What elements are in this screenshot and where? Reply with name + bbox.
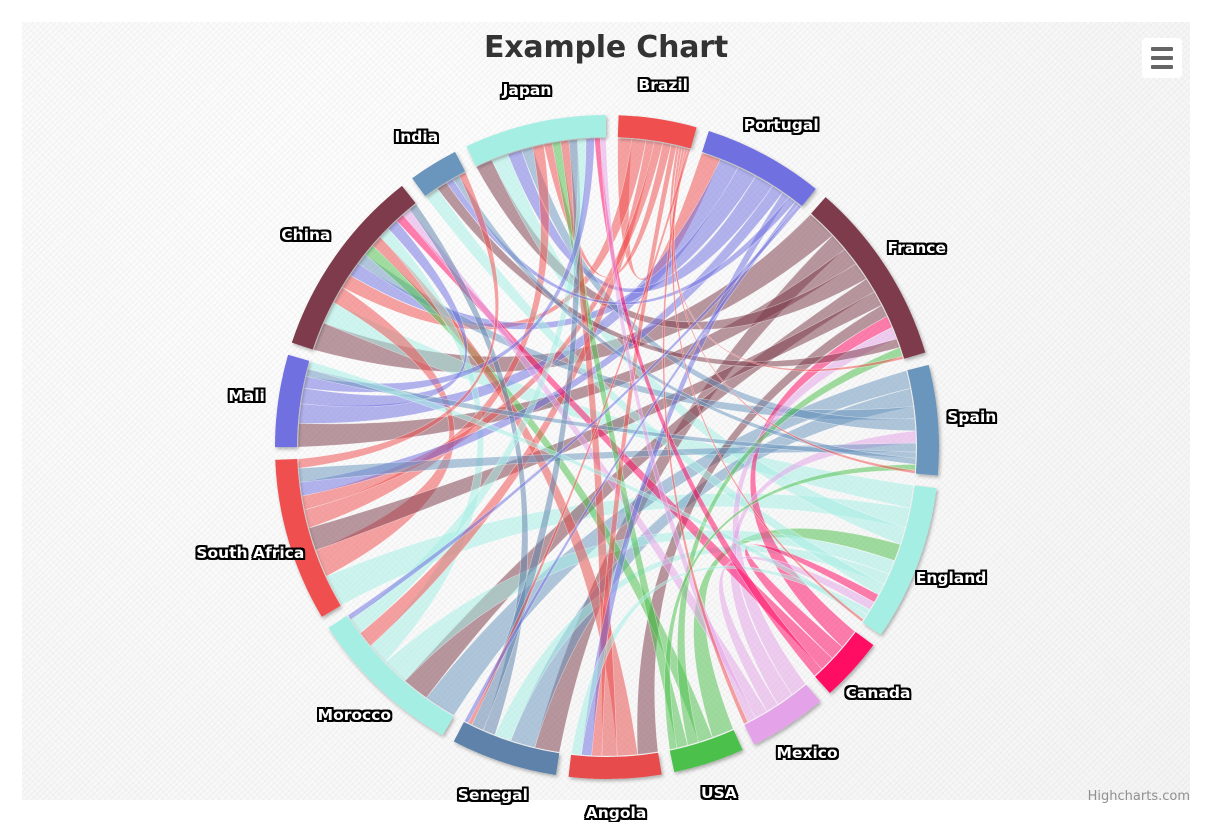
chord-ribbon[interactable]: [693, 528, 901, 738]
chord-node-canada[interactable]: [815, 632, 874, 694]
chord-ribbon[interactable]: [307, 360, 868, 620]
chord-node-portugal[interactable]: [702, 131, 816, 207]
chart-title: Example Chart: [483, 30, 729, 65]
chord-ribbon[interactable]: [677, 347, 903, 746]
highcharts-credit[interactable]: Highcharts.com: [1087, 789, 1190, 804]
chord-ribbon[interactable]: [463, 201, 799, 724]
chord-node-mali[interactable]: [275, 354, 310, 448]
chord-ribbon[interactable]: [732, 327, 897, 695]
chord-nodes-layer: [275, 115, 939, 779]
chord-links-layer: [297, 137, 917, 757]
menu-bar-2: [1151, 56, 1173, 60]
chord-ribbon[interactable]: [551, 141, 689, 749]
chord-node-spain[interactable]: [907, 364, 939, 476]
chord-ribbon[interactable]: [396, 214, 833, 670]
chord-ribbon[interactable]: [467, 148, 691, 726]
chord-ribbon[interactable]: [669, 145, 904, 372]
chord-ribbon[interactable]: [342, 138, 647, 330]
chord-ribbon[interactable]: [300, 220, 468, 408]
chord-node-morocco[interactable]: [328, 615, 454, 736]
chord-node-south-africa[interactable]: [275, 458, 341, 617]
chord-node-france[interactable]: [811, 197, 926, 359]
chord-node-angola[interactable]: [568, 752, 662, 779]
chord-ribbon[interactable]: [305, 368, 917, 459]
chord-ribbon[interactable]: [446, 178, 796, 305]
chord-node-japan[interactable]: [466, 115, 606, 167]
chord-ribbon[interactable]: [671, 146, 864, 623]
chord-ribbon[interactable]: [347, 203, 802, 621]
chord-ribbon[interactable]: [662, 147, 749, 725]
chord-ribbon[interactable]: [303, 137, 595, 393]
chord-ribbon[interactable]: [350, 138, 587, 634]
chord-node-mexico[interactable]: [744, 684, 821, 745]
chord-ribbon[interactable]: [570, 565, 871, 756]
chord-node-england[interactable]: [862, 485, 937, 635]
chord-node-india[interactable]: [412, 151, 466, 197]
menu-bar-1: [1151, 47, 1173, 51]
chord-ribbon[interactable]: [475, 159, 867, 330]
chord-node-senegal[interactable]: [453, 722, 560, 776]
hamburger-menu-icon[interactable]: [1142, 38, 1182, 78]
chord-node-brazil[interactable]: [617, 115, 697, 149]
chord-node-usa[interactable]: [669, 729, 743, 773]
chord-ribbon[interactable]: [664, 464, 916, 750]
menu-bar-3: [1151, 65, 1173, 69]
chord-ribbon[interactable]: [594, 137, 823, 677]
chord-ribbon[interactable]: [297, 171, 499, 469]
chord-node-china[interactable]: [291, 185, 416, 350]
chord-ribbon[interactable]: [744, 544, 879, 659]
chord-ribbon[interactable]: [301, 141, 664, 511]
chord-ribbon[interactable]: [718, 556, 875, 712]
chord-ribbon[interactable]: [471, 139, 581, 731]
